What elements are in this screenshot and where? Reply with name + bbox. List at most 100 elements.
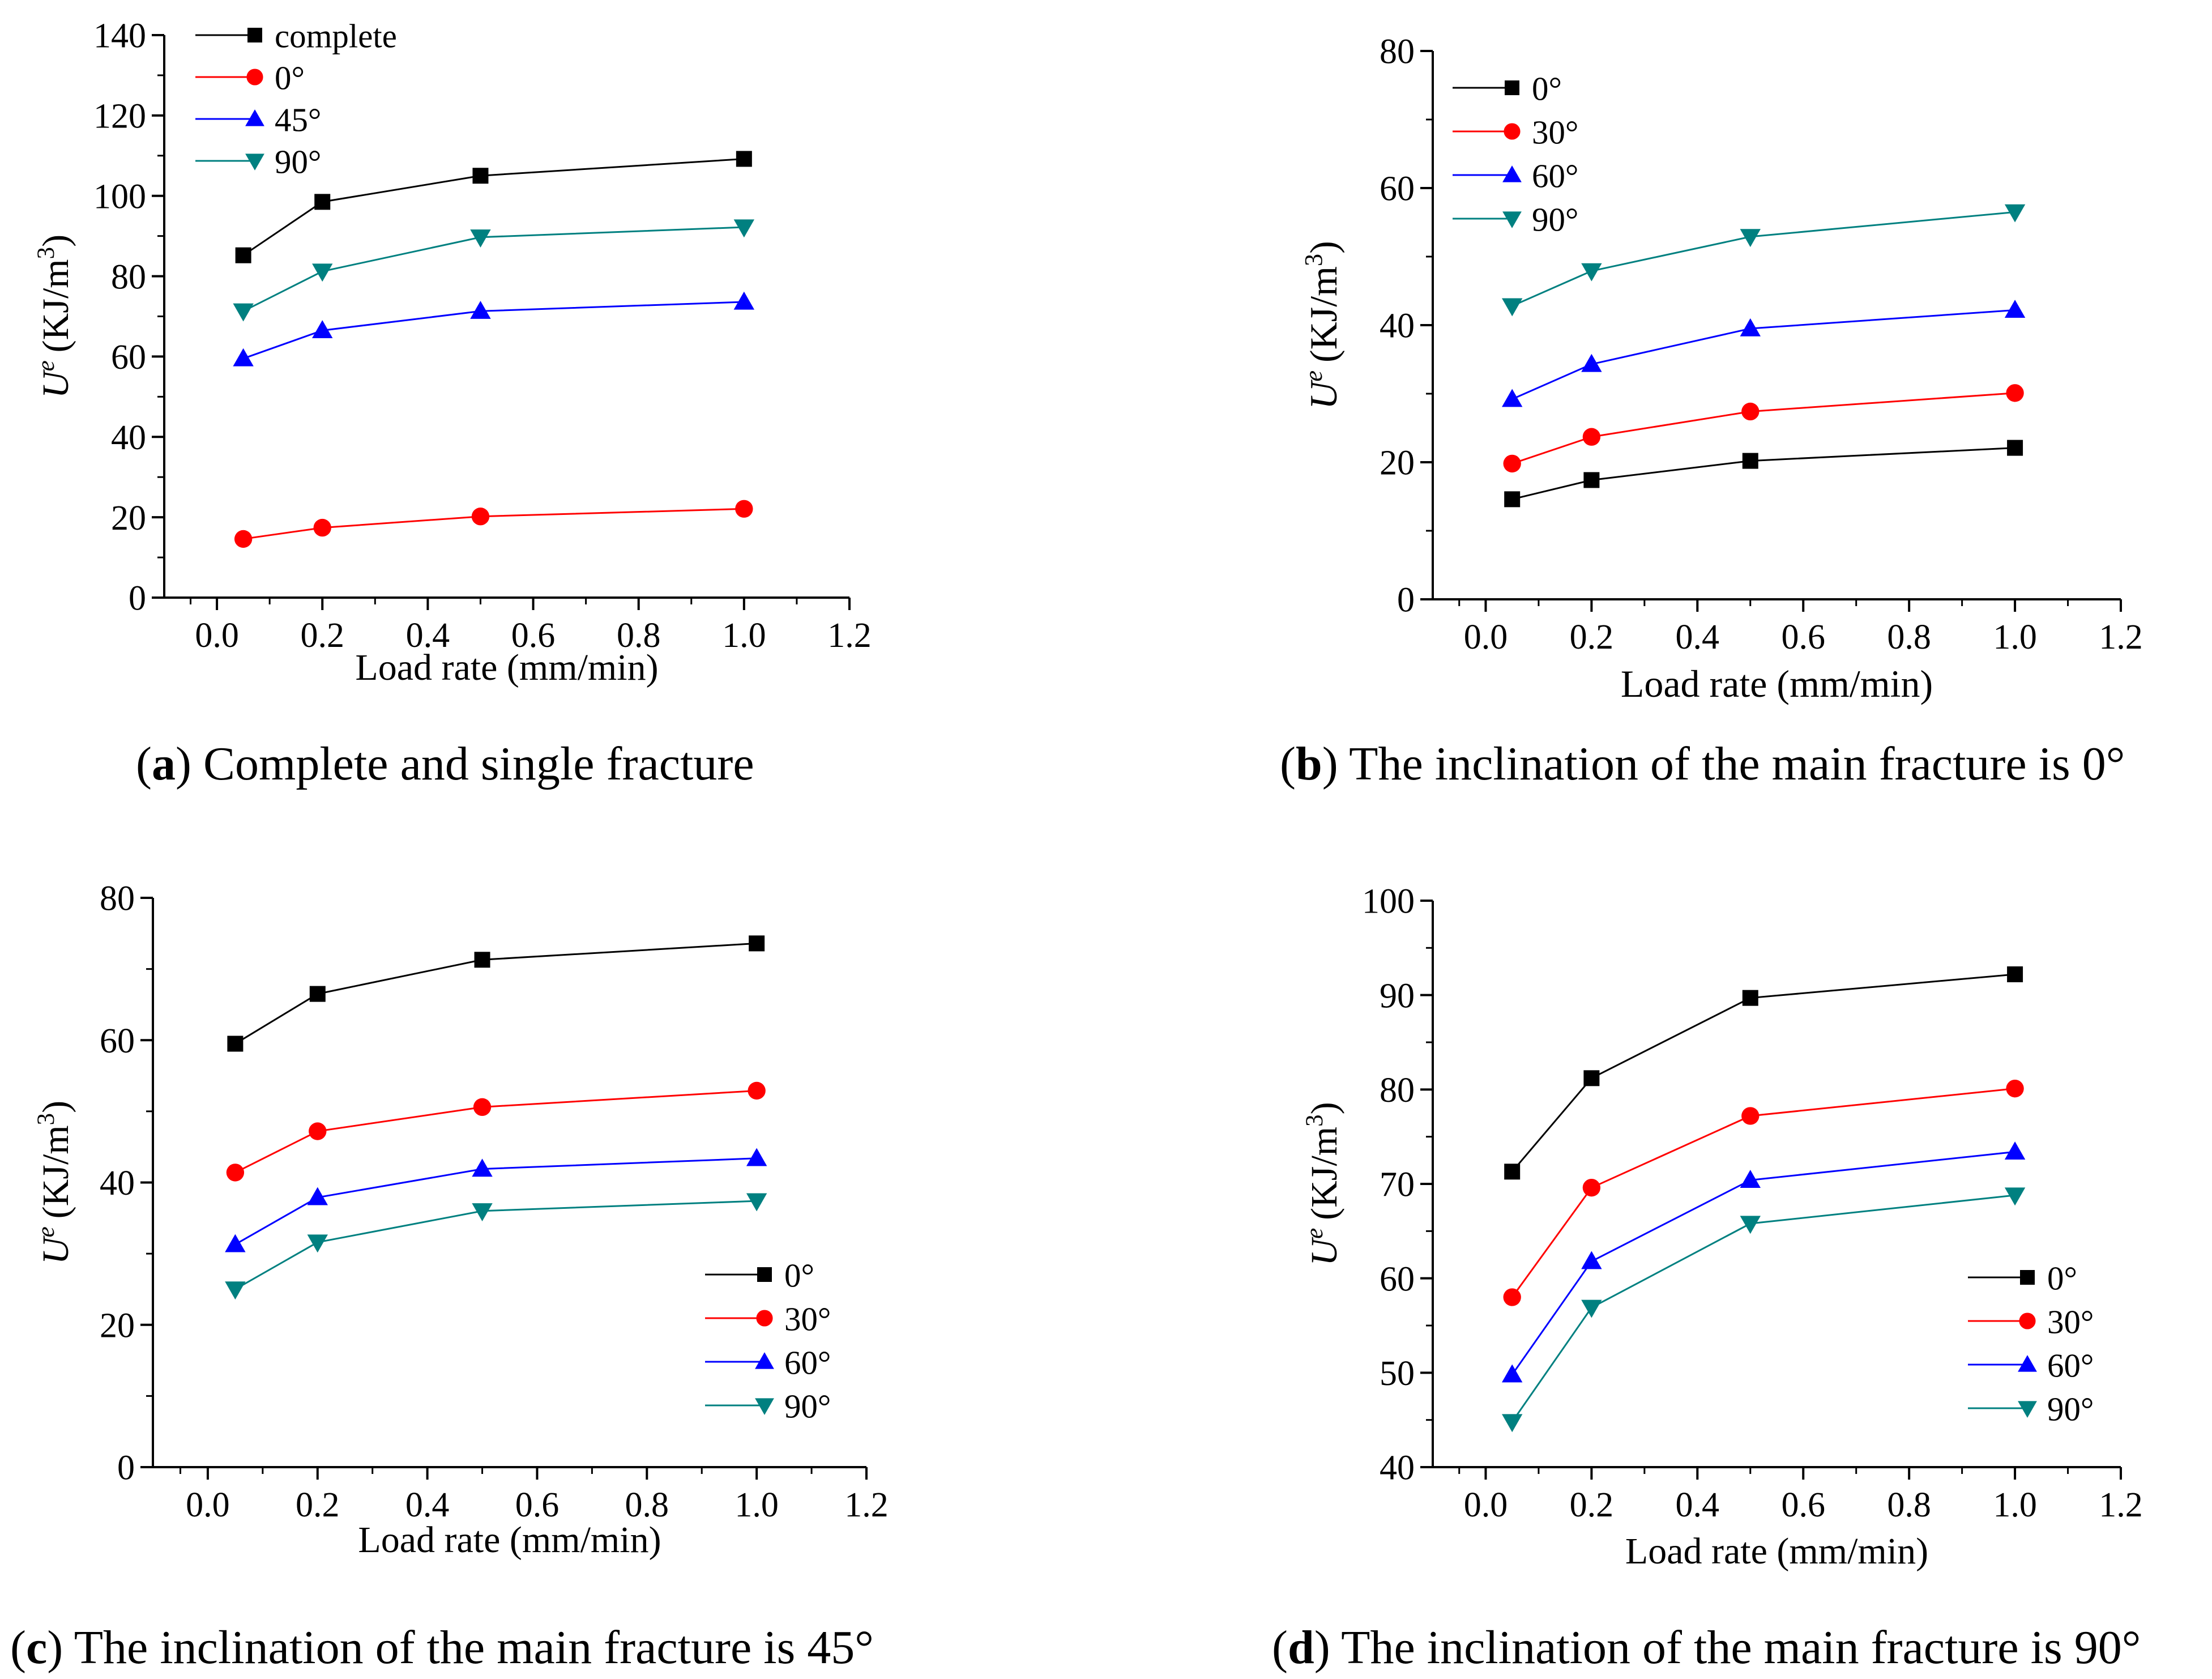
y-tick-label: 60: [100, 1022, 135, 1060]
series-line: [243, 301, 744, 360]
data-point: [309, 1122, 327, 1140]
x-tick-label: 0.2: [1570, 618, 1614, 657]
data-point: [472, 1158, 493, 1177]
x-tick-label: 1.2: [2099, 618, 2143, 657]
legend-marker: [246, 69, 263, 86]
y-tick-label: 70: [1380, 1166, 1415, 1204]
data-point: [470, 229, 491, 248]
data-point: [1741, 402, 1760, 421]
series-line: [1511, 973, 2015, 1173]
data-point: [2007, 966, 2023, 982]
data-point: [470, 301, 491, 319]
y-tick-label: 80: [1380, 1071, 1415, 1110]
legend-marker: [2018, 1355, 2037, 1372]
y-tick-label: 60: [111, 338, 146, 377]
x-tick-label: 0.8: [1887, 618, 1931, 657]
data-point: [2004, 1187, 2026, 1206]
series-3: [225, 1148, 767, 1252]
x-tick-label: 0.8: [1887, 1486, 1931, 1524]
x-tick-label: 1.0: [735, 1486, 779, 1524]
series-4: [1501, 1187, 2026, 1433]
series-3: [1501, 1141, 2026, 1383]
data-point: [235, 247, 251, 263]
data-point: [1581, 1251, 1602, 1269]
series-line: [234, 1157, 757, 1246]
data-point: [1501, 1414, 1523, 1433]
data-point: [1501, 389, 1523, 407]
data-point: [472, 168, 489, 184]
data-point: [748, 1081, 766, 1100]
x-tick-label: 0.8: [625, 1486, 669, 1524]
data-point: [233, 348, 254, 367]
data-point: [1740, 1170, 1761, 1188]
series-line: [1511, 211, 2015, 307]
x-tick-label: 1.2: [2099, 1486, 2143, 1524]
y-tick-label: 0: [117, 1449, 135, 1488]
series-line: [242, 226, 744, 312]
x-axis-label: Load rate (mm/min): [358, 1519, 661, 1561]
data-point: [312, 263, 333, 282]
legend-label: 30°: [2047, 1304, 2094, 1341]
data-point: [1741, 1107, 1760, 1125]
data-point: [1504, 1164, 1521, 1180]
data-point: [2004, 204, 2026, 223]
legend-label: 30°: [1532, 114, 1578, 151]
data-point: [733, 291, 755, 310]
x-tick-label: 0.0: [195, 616, 239, 655]
y-tick-label: 80: [111, 258, 146, 296]
caption-d: (d) The inclination of the main fracture…: [1272, 1621, 2141, 1674]
series-2: [226, 1081, 766, 1182]
y-tick-label: 40: [1380, 307, 1415, 346]
data-point: [473, 1098, 492, 1117]
data-point: [1582, 428, 1601, 446]
series-line: [242, 157, 744, 256]
y-tick-label: 100: [93, 177, 146, 216]
data-point: [234, 530, 253, 548]
data-point: [2006, 384, 2024, 402]
data-point: [225, 1281, 246, 1300]
x-tick-label: 0.6: [515, 1486, 560, 1524]
legend-label: 90°: [275, 144, 321, 181]
x-tick-label: 0.4: [406, 616, 450, 655]
y-tick-label: 0: [1397, 581, 1415, 620]
legend-label: 30°: [784, 1301, 831, 1338]
data-point: [749, 935, 765, 952]
x-tick-label: 0.4: [1676, 618, 1720, 657]
data-point: [1740, 229, 1761, 248]
data-point: [2004, 1141, 2026, 1160]
y-tick-label: 90: [1380, 977, 1415, 1015]
series-4: [1501, 204, 2026, 317]
series-line: [234, 1089, 757, 1174]
series-line: [1511, 1150, 2015, 1375]
chart-panel-d: 0.0 0.2 0.4 0.6 0.8 1.0 1.2 40 50 60 70 80 90 100 Load…: [1301, 883, 2143, 1572]
legend-label: 0°: [275, 60, 305, 97]
legend-marker: [245, 109, 264, 126]
x-axis-label: Load rate (mm/min): [1621, 662, 1933, 705]
series-2: [1503, 384, 2024, 473]
legend-marker: [1502, 211, 1522, 228]
data-point: [1581, 263, 1602, 282]
series-line: [243, 508, 744, 540]
data-point: [1583, 472, 1600, 488]
series-1: [1504, 440, 2023, 508]
legend-label: 0°: [2047, 1260, 2077, 1297]
y-tick-label: 60: [1380, 1260, 1415, 1298]
y-tick-label: 140: [93, 17, 146, 56]
legend-marker: [247, 28, 262, 42]
data-point: [225, 1234, 246, 1252]
x-tick-label: 0.2: [296, 1486, 340, 1524]
data-point: [1503, 454, 1521, 473]
legend-label: complete: [275, 18, 397, 55]
x-tick-label: 0.0: [1464, 1486, 1508, 1524]
caption-a: (a) Complete and single fracture: [136, 738, 754, 790]
legend-label: 60°: [784, 1345, 831, 1382]
series-3: [233, 291, 755, 367]
data-point: [1581, 353, 1602, 372]
series-line: [234, 942, 757, 1045]
data-point: [1581, 1299, 1602, 1318]
y-tick-label: 20: [1380, 444, 1415, 483]
data-point: [1742, 453, 1758, 469]
data-point: [746, 1148, 767, 1166]
series-1: [1504, 966, 2023, 1180]
